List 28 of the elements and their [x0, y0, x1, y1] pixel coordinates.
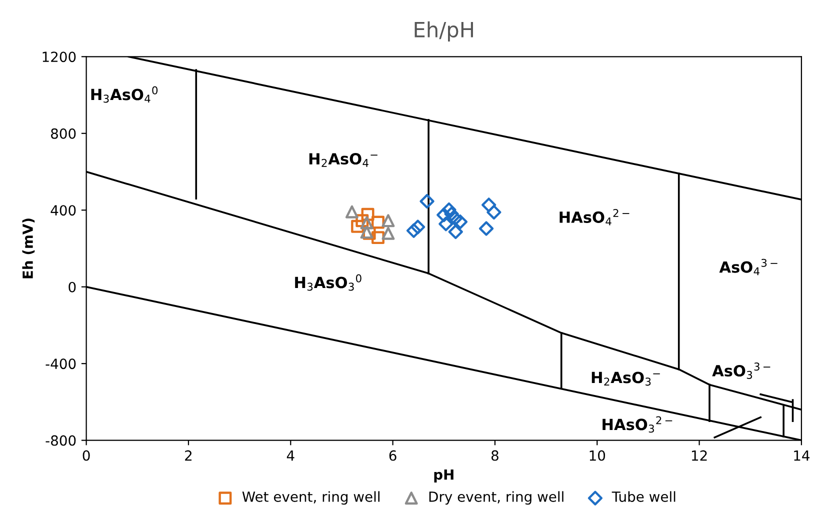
x-tick-label: 6	[389, 450, 396, 461]
y-tick-label: 1200	[42, 52, 76, 62]
x-tick-label: 10	[590, 450, 606, 461]
x-tick-label: 14	[794, 450, 810, 461]
x-tick-label: 0	[82, 450, 90, 461]
y-tick-label: -400	[46, 358, 76, 370]
x-tick-label: 4	[286, 450, 294, 461]
y-tick-label: -800	[46, 435, 76, 446]
y-tick-label: 400	[50, 205, 76, 216]
legend-label: Wet event, ring well	[242, 491, 380, 505]
x-tick-label: 12	[692, 450, 707, 461]
legend-label: Tube well	[612, 491, 676, 502]
chart-title: Eh/pH	[414, 21, 473, 42]
y-tick-label: 0	[68, 282, 76, 292]
legend-label: Dry event, ring well	[429, 491, 564, 505]
x-tick-label: 8	[491, 450, 498, 461]
y-axis-title: Eh (mV)	[22, 218, 35, 278]
annotation: AsO$_{4}$$^{3−}$	[719, 258, 778, 276]
annotation: H$_{3}$AsO$_{4}$$^{0}$	[91, 86, 158, 103]
annotation: HAsO$_{3}$$^{2−}$	[602, 416, 672, 433]
y-tick-label: 800	[51, 128, 76, 139]
x-axis-title: pH	[434, 469, 454, 482]
x-tick-label: 2	[185, 450, 192, 461]
annotation: H$_{2}$AsO$_{3}$$^{−}$	[592, 372, 660, 386]
annotation: H$_{3}$AsO$_{3}$$^{0}$	[295, 274, 362, 291]
annotation: HAsO$_{4}$$^{2−}$	[560, 208, 630, 226]
annotation: H$_{2}$AsO$_{4}$$^{−}$	[309, 153, 378, 167]
annotation: AsO$_{3}$$^{3−}$	[712, 362, 770, 379]
